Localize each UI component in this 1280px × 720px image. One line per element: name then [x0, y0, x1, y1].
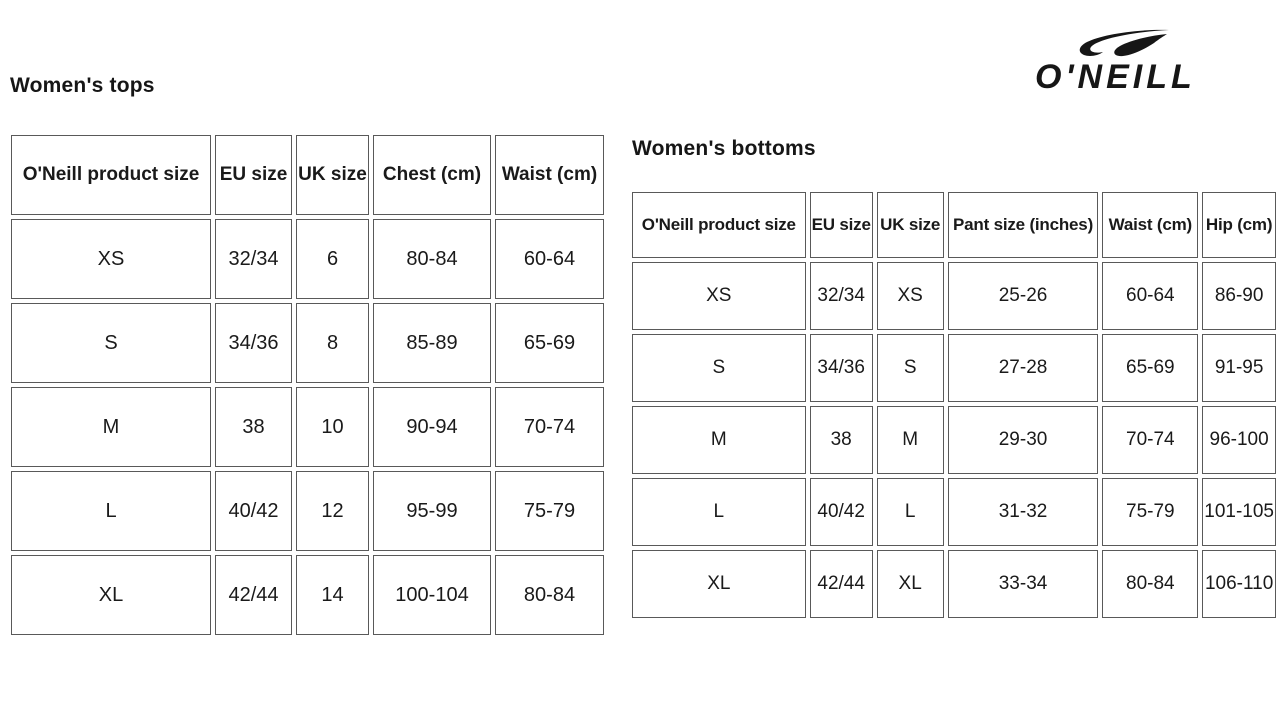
table-row: M 38 M 29-30 70-74 96-100 [632, 406, 1276, 474]
cell-waist: 80-84 [1102, 550, 1199, 618]
column-header-pant-size: Pant size (inches) [947, 192, 1099, 258]
cell-product-size: S [11, 303, 211, 383]
cell-product-size: XS [632, 262, 806, 330]
womens-tops-table: O'Neill product size EU size UK size Che… [7, 131, 608, 639]
cell-hip: 106-110 [1202, 550, 1276, 618]
cell-uk-size: 14 [296, 555, 369, 635]
table-row: S 34/36 8 85-89 65-69 [11, 303, 604, 383]
table-row: XL 42/44 XL 33-34 80-84 106-110 [632, 550, 1276, 618]
cell-pant-size: 33-34 [947, 550, 1099, 618]
cell-eu-size: 38 [809, 406, 873, 474]
column-header-uk-size: UK size [296, 135, 369, 215]
cell-uk-size: XS [876, 262, 944, 330]
cell-product-size: L [632, 478, 806, 546]
cell-product-size: S [632, 334, 806, 402]
cell-eu-size: 34/36 [215, 303, 292, 383]
cell-chest: 85-89 [373, 303, 491, 383]
column-header-product-size: O'Neill product size [11, 135, 211, 215]
cell-chest: 90-94 [373, 387, 491, 467]
cell-chest: 80-84 [373, 219, 491, 299]
cell-eu-size: 34/36 [809, 334, 873, 402]
cell-waist: 65-69 [495, 303, 604, 383]
cell-uk-size: S [876, 334, 944, 402]
column-header-hip: Hip (cm) [1202, 192, 1276, 258]
table-row: M 38 10 90-94 70-74 [11, 387, 604, 467]
cell-chest: 95-99 [373, 471, 491, 551]
cell-hip: 91-95 [1202, 334, 1276, 402]
cell-uk-size: 12 [296, 471, 369, 551]
cell-waist: 70-74 [495, 387, 604, 467]
cell-product-size: XL [11, 555, 211, 635]
cell-eu-size: 42/44 [809, 550, 873, 618]
cell-uk-size: 8 [296, 303, 369, 383]
cell-pant-size: 31-32 [947, 478, 1099, 546]
column-header-eu-size: EU size [215, 135, 292, 215]
cell-waist: 70-74 [1102, 406, 1199, 474]
oneill-wave-icon [1079, 29, 1169, 57]
cell-waist: 75-79 [1102, 478, 1199, 546]
cell-chest: 100-104 [373, 555, 491, 635]
column-header-uk-size: UK size [876, 192, 944, 258]
column-header-eu-size: EU size [809, 192, 873, 258]
womens-tops-title: Women's tops [10, 74, 155, 97]
table-row: XS 32/34 6 80-84 60-64 [11, 219, 604, 299]
cell-pant-size: 29-30 [947, 406, 1099, 474]
cell-eu-size: 40/42 [215, 471, 292, 551]
cell-hip: 101-105 [1202, 478, 1276, 546]
cell-uk-size: L [876, 478, 944, 546]
cell-waist: 75-79 [495, 471, 604, 551]
column-header-product-size: O'Neill product size [632, 192, 806, 258]
womens-bottoms-table: O'Neill product size EU size UK size Pan… [628, 188, 1280, 622]
oneill-wordmark: O'NEILL [1035, 58, 1196, 96]
table-row: XS 32/34 XS 25-26 60-64 86-90 [632, 262, 1276, 330]
cell-hip: 96-100 [1202, 406, 1276, 474]
column-header-waist: Waist (cm) [1102, 192, 1199, 258]
cell-product-size: M [11, 387, 211, 467]
cell-eu-size: 32/34 [809, 262, 873, 330]
cell-uk-size: XL [876, 550, 944, 618]
column-header-waist: Waist (cm) [495, 135, 604, 215]
cell-eu-size: 42/44 [215, 555, 292, 635]
column-header-chest: Chest (cm) [373, 135, 491, 215]
cell-eu-size: 32/34 [215, 219, 292, 299]
cell-uk-size: M [876, 406, 944, 474]
cell-product-size: M [632, 406, 806, 474]
cell-uk-size: 6 [296, 219, 369, 299]
cell-waist: 60-64 [495, 219, 604, 299]
table-row: L 40/42 L 31-32 75-79 101-105 [632, 478, 1276, 546]
table-row: S 34/36 S 27-28 65-69 91-95 [632, 334, 1276, 402]
cell-eu-size: 38 [215, 387, 292, 467]
cell-waist: 65-69 [1102, 334, 1199, 402]
oneill-logo: O'NEILL [1035, 28, 1227, 95]
cell-hip: 86-90 [1202, 262, 1276, 330]
cell-pant-size: 27-28 [947, 334, 1099, 402]
table-row: XL 42/44 14 100-104 80-84 [11, 555, 604, 635]
cell-product-size: XL [632, 550, 806, 618]
cell-pant-size: 25-26 [947, 262, 1099, 330]
table-header-row: O'Neill product size EU size UK size Pan… [632, 192, 1276, 258]
cell-waist: 60-64 [1102, 262, 1199, 330]
cell-waist: 80-84 [495, 555, 604, 635]
womens-bottoms-title: Women's bottoms [632, 137, 816, 160]
table-header-row: O'Neill product size EU size UK size Che… [11, 135, 604, 215]
cell-eu-size: 40/42 [809, 478, 873, 546]
cell-product-size: L [11, 471, 211, 551]
cell-product-size: XS [11, 219, 211, 299]
cell-uk-size: 10 [296, 387, 369, 467]
table-row: L 40/42 12 95-99 75-79 [11, 471, 604, 551]
